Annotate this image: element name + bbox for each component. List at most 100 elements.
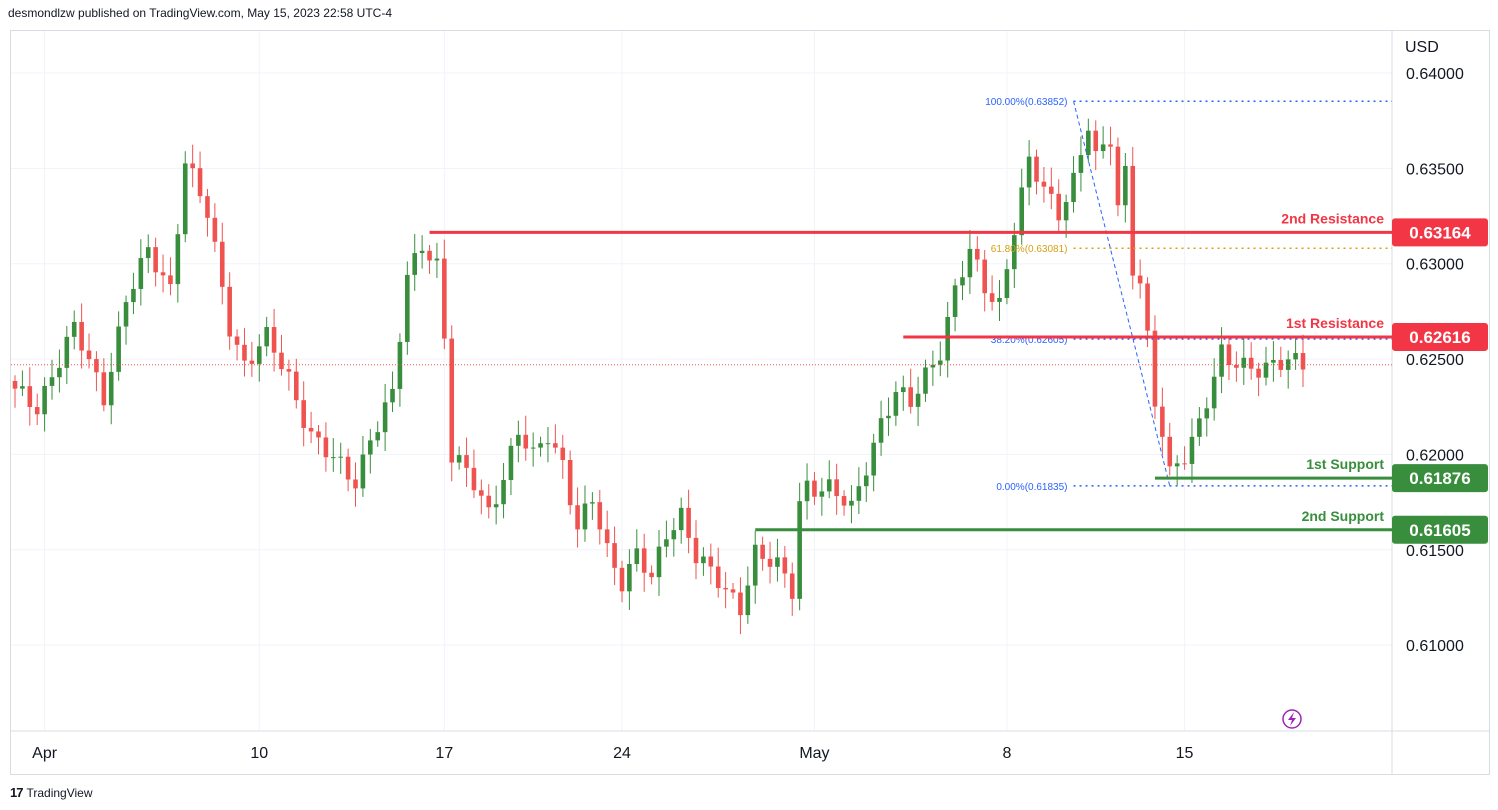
x-tick-label: 24: [613, 745, 631, 762]
candle-body: [353, 479, 358, 489]
candle-body: [486, 495, 492, 508]
candle-body: [1123, 165, 1128, 206]
candle-body: [1078, 155, 1084, 173]
candle-body: [131, 288, 136, 303]
candle-body: [1130, 165, 1136, 276]
candle-body: [1197, 418, 1202, 437]
fib-level-label: 0.00%(0.61835): [996, 482, 1067, 493]
candle-body: [575, 505, 580, 530]
candle-body: [331, 457, 336, 459]
x-tick-label: 8: [1002, 745, 1011, 762]
tradingview-brand: TradingView: [26, 785, 93, 800]
candle-body: [434, 258, 440, 261]
candle-body: [1226, 344, 1232, 366]
level-name: 1st Resistance: [1286, 315, 1384, 331]
candle-body: [804, 480, 810, 502]
candle-body: [57, 367, 62, 378]
candle-body: [175, 234, 181, 285]
candle-body: [989, 293, 995, 302]
candle-body: [982, 259, 987, 294]
candle-body: [856, 486, 862, 501]
candle-body: [627, 563, 632, 592]
candle-body: [523, 434, 529, 449]
candle-body: [1219, 344, 1224, 377]
candle-body: [49, 377, 55, 386]
candle-body: [930, 364, 936, 368]
lightning-icon: [1282, 709, 1302, 729]
tradingview-footer: 17 TradingView: [10, 785, 93, 800]
candle-body: [553, 443, 558, 448]
candle-body: [834, 479, 839, 497]
candle-body: [752, 544, 758, 586]
x-tick-label: Apr: [32, 745, 58, 762]
candle-body: [582, 503, 588, 530]
candle-body: [256, 346, 262, 364]
candle-body: [545, 443, 551, 445]
candle-body: [915, 393, 921, 407]
candle-body: [886, 415, 891, 419]
candle-body: [1256, 368, 1261, 378]
price-badge-value: 0.63164: [1409, 223, 1471, 242]
candle-body: [345, 456, 351, 480]
candle-body: [1293, 353, 1298, 360]
candle-body: [819, 491, 825, 497]
candle-body: [190, 163, 195, 169]
candle-body: [116, 326, 121, 372]
candle-body: [405, 274, 410, 342]
candle-body: [219, 241, 225, 287]
candle-body: [427, 250, 432, 261]
candle-body: [1152, 330, 1158, 407]
candle-body: [242, 344, 247, 361]
candle-body: [1211, 376, 1217, 409]
candle-body: [1204, 408, 1210, 419]
candle-body: [878, 418, 884, 443]
candle-body: [604, 529, 610, 544]
candle-body: [649, 572, 654, 578]
candle-body: [1012, 235, 1017, 270]
y-tick-label: 0.62500: [1406, 352, 1464, 369]
candlestick-chart[interactable]: USD 0.64000 0.63500 0.63000 0.62500 0.62000 0.…: [11, 31, 1489, 774]
candle-body: [1100, 144, 1106, 152]
y-tick-label: 0.64000: [1406, 66, 1464, 83]
candle-body: [634, 548, 640, 564]
x-tick-label: 17: [435, 745, 453, 762]
price-badge-value: 0.61876: [1409, 469, 1470, 488]
x-tick-label: 15: [1176, 745, 1194, 762]
candle-body: [86, 350, 92, 360]
candle-body: [1174, 463, 1180, 467]
candle-body: [197, 168, 203, 197]
candle-body: [789, 573, 795, 599]
candle-body: [264, 327, 269, 347]
candle-body: [27, 386, 33, 408]
candle-body: [64, 336, 70, 368]
candle-body: [937, 360, 943, 365]
fib-level-label: 61.80%(0.63081): [991, 244, 1068, 255]
candle-body: [412, 253, 418, 275]
candle-body: [123, 302, 129, 327]
candle-body: [1049, 186, 1054, 194]
publisher-line: desmondlzw published on TradingView.com,…: [8, 6, 392, 20]
candle-body: [442, 258, 447, 339]
candle-body: [997, 297, 1002, 302]
y-tick-label: 0.62000: [1406, 447, 1464, 464]
candle-body: [456, 455, 462, 463]
price-badge: [1392, 322, 1488, 351]
candle-body: [1248, 357, 1254, 369]
candle-body: [138, 258, 144, 289]
candle-body: [767, 558, 773, 567]
candle-body: [279, 352, 284, 370]
candle-body: [641, 548, 647, 573]
candle-body: [1093, 130, 1099, 152]
candle-body: [1071, 172, 1076, 203]
candle-body: [286, 369, 292, 372]
candle-body: [449, 338, 455, 463]
candle-body: [1115, 146, 1121, 206]
price-badge: [1392, 515, 1488, 544]
lightning-bolt-icon: [1288, 712, 1296, 726]
level-name: 2nd Resistance: [1281, 210, 1384, 226]
candle-body: [338, 456, 343, 458]
candle-body: [108, 371, 114, 406]
candle-body: [79, 321, 84, 351]
candle-body: [1056, 193, 1062, 221]
candle-body: [693, 537, 699, 564]
